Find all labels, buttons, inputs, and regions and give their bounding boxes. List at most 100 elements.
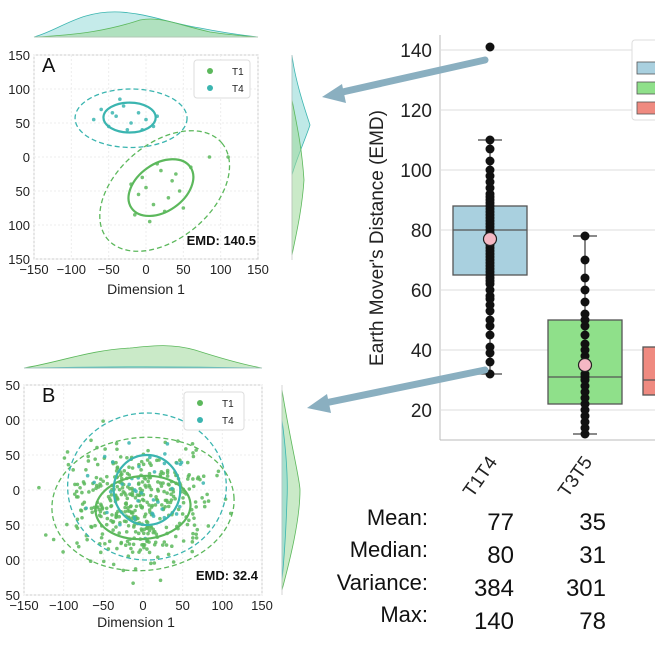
data-point-t1	[173, 534, 178, 539]
data-point-t1	[91, 488, 95, 492]
panel-a-letter: A	[42, 55, 56, 77]
data-point-t1	[87, 490, 91, 494]
data-point-t1	[170, 544, 174, 549]
box-iqr	[642, 346, 655, 396]
data-point-t1	[114, 525, 118, 529]
data-point-t1	[169, 492, 173, 497]
data-point-t1	[164, 525, 169, 530]
data-point-t1	[124, 530, 129, 534]
legend-label-t1: T1	[222, 399, 234, 410]
data-point-t1	[100, 532, 105, 536]
data-point-t1	[154, 532, 159, 536]
data-point-t4	[102, 454, 107, 459]
data-point-t1	[130, 493, 135, 498]
data-point-t1	[215, 473, 219, 478]
data-point-t1	[111, 562, 116, 567]
data-point-t1	[89, 524, 93, 529]
data-point-t1	[134, 504, 139, 509]
data-point-t1	[114, 460, 118, 465]
data-point-t4	[165, 442, 170, 446]
legend-label-t1: T1	[232, 67, 244, 78]
arrow-b-head	[307, 394, 331, 413]
data-point-t4	[174, 512, 179, 516]
data-point-t1	[192, 516, 196, 520]
ellipse-inner-t4	[112, 453, 182, 527]
data-point-t1	[65, 522, 69, 527]
data-point-t1	[136, 531, 141, 536]
data-point-t1	[122, 469, 127, 473]
stats-variance-t3t5: 301	[566, 575, 606, 602]
data-point-t4	[151, 124, 156, 129]
data-point-t1	[66, 462, 71, 467]
data-point-t1	[139, 459, 144, 464]
data-point-t1	[125, 539, 130, 544]
data-point-t1	[216, 469, 221, 474]
legend-marker-t1	[207, 68, 213, 74]
data-point-t4	[108, 489, 113, 494]
data-point-t1	[84, 467, 88, 472]
data-point-t1	[187, 472, 191, 477]
box-plot-boxes	[452, 42, 655, 439]
data-point-t1	[157, 458, 161, 462]
data-point-t1	[158, 578, 163, 583]
data-point-t1	[109, 504, 113, 509]
data-point-t1	[191, 512, 195, 516]
data-point-t4	[162, 461, 167, 466]
panel-b-emd-annotation: EMD: 32.4	[196, 568, 259, 583]
data-point-t1	[133, 530, 138, 534]
data-point-t1	[192, 523, 197, 527]
data-point-t4	[110, 111, 115, 115]
ellipse-outer-t1	[51, 436, 235, 572]
stats-median-t3t5: 31	[579, 542, 606, 569]
x-tick-label: 50	[176, 262, 190, 277]
data-point-t1	[129, 182, 133, 186]
x-tick-label: T3T5	[554, 453, 597, 501]
data-point-t1	[161, 481, 165, 485]
box-plot-ylabel: Earth Mover's Distance (EMD)	[367, 110, 388, 366]
data-point-t1	[118, 455, 123, 459]
y-tick-label: 80	[411, 221, 432, 242]
y-tick-label: 0	[13, 483, 20, 498]
data-point-t1	[147, 528, 152, 533]
panel-b-xlabel: Dimension 1	[97, 614, 175, 630]
arrow-a-head	[322, 84, 346, 103]
data-point-t1	[114, 441, 119, 446]
data-point-t1	[138, 486, 142, 491]
panel-a-y-ticks: 150 100 50 0 50 100 150	[8, 48, 30, 267]
data-point-t4	[139, 491, 144, 495]
data-point-t1	[206, 499, 211, 503]
legend-label-t4: T4	[222, 416, 234, 427]
data-point-t1	[159, 470, 164, 474]
panel-b-y-ticks: 50 00 50 0 50 00 50	[6, 378, 20, 603]
data-point-t4	[170, 486, 174, 491]
y-tick-label: 40	[411, 341, 432, 362]
panel-b-legend: T1 T4	[183, 391, 245, 431]
data-point-t1	[86, 459, 91, 463]
data-point-t4	[144, 117, 148, 122]
data-point-t4	[156, 500, 160, 504]
data-point-t1	[124, 519, 128, 524]
box-data-point	[580, 273, 590, 283]
data-point-t1	[141, 462, 146, 467]
data-point-t1	[123, 505, 127, 510]
data-point-t1	[126, 523, 131, 528]
arrows	[307, 56, 489, 413]
panel-a-top-marginal	[33, 11, 259, 38]
data-point-t1	[185, 522, 190, 527]
data-point-t1	[185, 460, 190, 465]
data-point-t1	[152, 561, 157, 565]
data-point-t1	[93, 523, 97, 528]
data-point-t1	[95, 462, 100, 467]
data-point-t1	[75, 526, 80, 530]
box-data-point	[485, 330, 495, 340]
data-point-t1	[137, 550, 141, 554]
data-point-t1	[136, 192, 141, 197]
data-point-t1	[139, 468, 143, 472]
data-point-t1	[129, 510, 134, 514]
x-tick-label: 150	[251, 598, 273, 613]
ellipse-inner-t4	[102, 101, 157, 134]
data-point-t1	[82, 481, 87, 486]
box-data-point	[580, 309, 590, 319]
data-point-t1	[146, 531, 150, 536]
